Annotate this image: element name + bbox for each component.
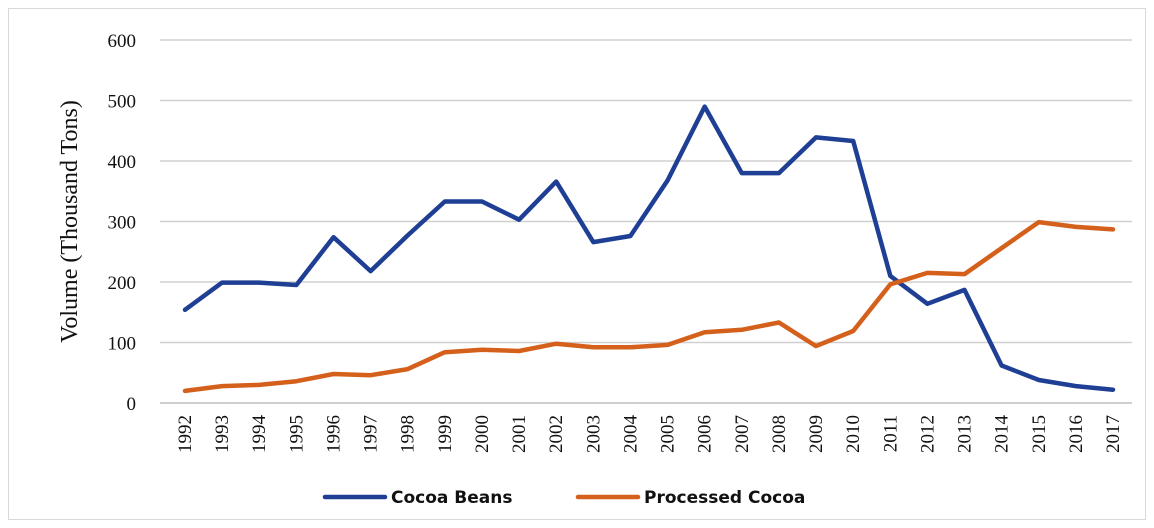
x-tick-label: 2012 — [917, 415, 938, 453]
legend-label: Cocoa Beans — [391, 488, 512, 508]
x-axis-ticks: 1992 1993 1994 1995 1996 1997 1998 1999 2000 2001… — [175, 415, 1124, 454]
y-tick-label: 0 — [127, 394, 137, 415]
y-axis-ticks: 0 100 200 300 400 500 600 — [108, 31, 137, 415]
x-tick-label: 2017 — [1103, 415, 1124, 453]
x-tick-label: 2013 — [955, 415, 976, 453]
x-tick-label: 2002 — [546, 415, 567, 453]
y-tick-label: 400 — [108, 152, 137, 173]
x-tick-label: 1996 — [323, 415, 344, 453]
legend: Cocoa Beans Processed Cocoa — [322, 488, 805, 508]
series-line-cocoa-beans — [182, 104, 1116, 392]
x-tick-label: 2004 — [620, 415, 641, 454]
x-tick-label: 2007 — [732, 415, 753, 453]
x-tick-label: 1992 — [175, 415, 196, 453]
x-tick-label: 2006 — [695, 415, 716, 453]
y-tick-label: 300 — [108, 213, 137, 234]
x-tick-label: 1993 — [212, 415, 233, 453]
x-tick-label: 1994 — [249, 415, 270, 454]
legend-label: Processed Cocoa — [644, 488, 805, 508]
y-tick-label: 200 — [108, 273, 137, 294]
x-tick-label: 2003 — [583, 415, 604, 453]
x-tick-label: 2016 — [1066, 415, 1087, 453]
x-tick-label: 2011 — [880, 415, 901, 452]
series-lines — [182, 104, 1116, 394]
x-tick-label: 2010 — [843, 415, 864, 453]
chart-frame — [8, 8, 1146, 520]
x-tick-label: 2001 — [509, 415, 530, 453]
x-tick-label: 2000 — [472, 415, 493, 453]
series-line-processed-cocoa — [182, 219, 1116, 394]
x-tick-label: 2008 — [769, 415, 790, 453]
x-tick-label: 1995 — [286, 415, 307, 453]
x-tick-label: 1998 — [398, 415, 419, 453]
x-tick-label: 1997 — [361, 415, 382, 453]
x-tick-label: 2014 — [992, 415, 1013, 454]
y-tick-label: 600 — [108, 31, 137, 52]
gridlines — [160, 39, 1132, 344]
x-tick-label: 1999 — [435, 415, 456, 453]
y-tick-label: 500 — [108, 92, 137, 113]
y-axis-title: Volume (Thousand Tons) — [57, 100, 83, 343]
x-tick-label: 2005 — [658, 415, 679, 453]
x-tick-label: 2009 — [806, 415, 827, 453]
y-tick-label: 100 — [108, 334, 137, 355]
x-tick-label: 2015 — [1029, 415, 1050, 453]
